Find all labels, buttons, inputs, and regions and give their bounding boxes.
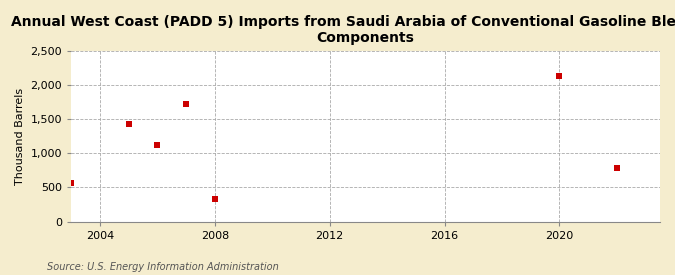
Point [554,74,565,78]
Title: Annual West Coast (PADD 5) Imports from Saudi Arabia of Conventional Gasoline Bl: Annual West Coast (PADD 5) Imports from … [11,15,675,45]
Point [65,181,76,186]
Point [181,102,192,106]
Point [209,197,220,201]
Point [152,143,163,147]
Text: Source: U.S. Energy Information Administration: Source: U.S. Energy Information Administ… [47,262,279,272]
Point [612,166,622,170]
Point [124,122,134,127]
Y-axis label: Thousand Barrels: Thousand Barrels [15,87,25,185]
